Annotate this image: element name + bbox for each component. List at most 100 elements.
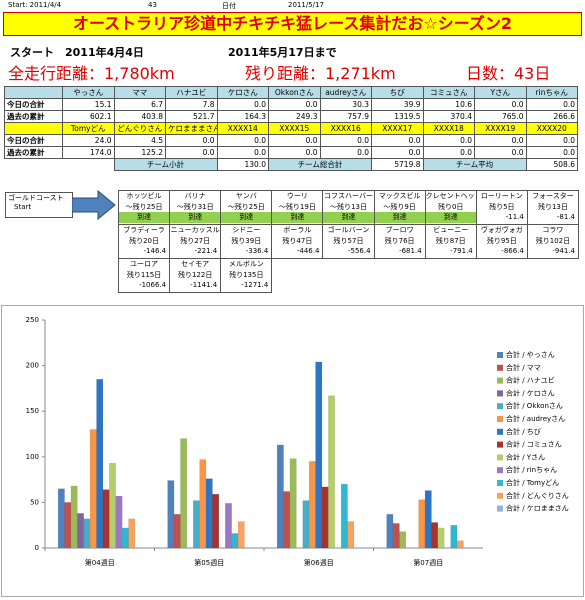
data-row: 過去の累計 602.1 403.8 521.7 164.3 249.3 757.9 1319.…: [4, 110, 578, 123]
column-header: XXXX19: [474, 122, 527, 135]
cell: 0.0: [319, 134, 372, 147]
stop-remain: 〜残り13日: [330, 202, 367, 211]
legend-swatch: [497, 454, 503, 461]
route-cell: ビューニー 残り87日 -791.4: [424, 224, 477, 259]
total-distance: 全走行距離：1,780km: [8, 64, 175, 83]
team-label: チーム総合計: [268, 158, 372, 171]
cell: 125.2: [113, 146, 166, 159]
column-header: コミュさん: [422, 86, 475, 99]
stop-status: -1066.4: [139, 281, 167, 289]
data-row: 今日の合計 24.0 4.5 0.0 0.0 0.0 0.0 0.0 0.0 0.0 0.0: [4, 134, 578, 147]
legend-swatch: [497, 467, 503, 474]
y-tick-label: 0: [35, 544, 39, 552]
stop-remain: 残り39日: [231, 236, 262, 245]
row-label: 今日の合計: [4, 98, 63, 111]
route-cell: ブーロワ 残り76日 -681.4: [373, 224, 426, 259]
bar: [199, 459, 207, 549]
legend-label: 合計 / Tomyどん: [506, 478, 559, 487]
end-date: 2011/5/17: [288, 1, 324, 9]
stop-name: コラワ: [542, 226, 564, 234]
stop-remain: 残り57日: [333, 236, 364, 245]
bar: [167, 480, 175, 549]
column-header: XXXX17: [371, 122, 424, 135]
route-cell: マックスビル 〜残り9日 到達: [373, 190, 426, 225]
legend-swatch: [497, 377, 503, 384]
route-cell: フォースター 残り13日 -81.4: [526, 190, 579, 225]
stop-name: ローリートン: [480, 192, 523, 200]
bar: [424, 490, 432, 549]
cell: 0.0: [268, 98, 321, 111]
empty-cell: [63, 159, 115, 171]
cell: 0.0: [422, 134, 475, 147]
team-value: 5719.8: [371, 158, 424, 171]
cell: 266.6: [525, 110, 578, 123]
cell: 0.0: [216, 134, 269, 147]
y-tick-label: 100: [26, 453, 39, 461]
bar: [276, 444, 284, 549]
legend-label: 合計 / ハナユビ: [506, 376, 555, 385]
stop-remain: 残り115日: [126, 270, 162, 279]
route-cell: バリナ 〜残り31日 到達: [169, 190, 222, 225]
route-cell: ボーラル 残り47日 -446.4: [271, 224, 324, 259]
stop-remain: 残り122日: [177, 270, 213, 279]
stop-name: ボーラル: [283, 226, 312, 234]
end-line: 2011年5月17日まで: [228, 46, 337, 59]
legend-label: 合計 / やっさん: [506, 350, 555, 359]
stop-name: ヤンバ: [235, 192, 257, 200]
cell: 30.3: [319, 98, 372, 111]
stop-status: -336.4: [245, 247, 269, 255]
cell: 0.0: [474, 134, 527, 147]
stop-status: -146.4: [143, 247, 167, 255]
cell: 0.0: [474, 98, 527, 111]
header-row: Tomyどん どんぐりさん ケロまままさん XXXX14 XXXX15 XXXX16 XXX…: [4, 122, 578, 135]
bar: [302, 500, 310, 549]
stop-status: -556.4: [347, 247, 371, 255]
route-cell: ブラディーラ 残り20日 -146.4: [118, 224, 171, 259]
stop-name: ブラディーラ: [123, 226, 165, 234]
stop-name: ビューニー: [433, 226, 469, 234]
remaining-distance: 残り距離：1,271km: [245, 64, 396, 83]
stop-name: ゴールバーン: [327, 226, 370, 234]
bar: [64, 502, 72, 549]
stop-remain: 残り0日: [437, 202, 464, 211]
stop-status: -11.4: [505, 213, 524, 221]
column-header: ママ: [113, 86, 166, 99]
legend-label: 合計 / Yさん: [506, 452, 545, 461]
cell: 0.0: [371, 146, 424, 159]
stop-status: -81.4: [556, 213, 575, 221]
cell: 10.6: [422, 98, 475, 111]
x-tick-label: 第07週目: [413, 558, 443, 567]
stop-status: -1141.4: [190, 281, 218, 289]
cell: 39.9: [371, 98, 424, 111]
route-cell: ニューカッスル 残り27日 -221.4: [169, 224, 222, 259]
cell: 0.0: [525, 134, 578, 147]
stop-status: 到達: [221, 212, 272, 223]
route-grid: ホッツビル 〜残り25日 到達 バリナ 〜残り31日 到達 ヤンバ 〜残り25日 到達 ウーリ 〜残…: [118, 190, 579, 293]
bar: [77, 513, 84, 549]
stop-name: ホッツビル: [126, 192, 162, 200]
bar: [431, 522, 439, 549]
stop-name: シドニー: [232, 226, 261, 234]
start-box: ゴールドコースト Start: [5, 192, 73, 218]
stop-name: ユーロア: [130, 260, 159, 268]
stop-name: メルボルン: [228, 260, 264, 268]
legend-swatch: [497, 505, 503, 512]
route-cell: コラワ 残り102日 -941.4: [526, 224, 579, 259]
team-label: チーム平均: [422, 158, 527, 171]
stop-name: コフスハーバー: [324, 192, 373, 200]
column-header: どんぐりさん: [113, 122, 166, 135]
legend-swatch: [497, 416, 503, 422]
y-tick-label: 250: [26, 316, 39, 324]
cell: 164.3: [216, 110, 269, 123]
column-header: XXXX18: [422, 122, 475, 135]
day-count: 日数：43日: [466, 64, 551, 83]
legend-swatch: [497, 441, 503, 448]
cell: 602.1: [62, 110, 115, 123]
date-label: 日付: [222, 2, 236, 10]
cell: 0.0: [474, 146, 527, 159]
stop-name: ヴォガヴォガ: [480, 226, 523, 234]
cell: 6.7: [113, 98, 166, 111]
legend-swatch: [497, 492, 503, 499]
stop-remain: 残り47日: [282, 236, 313, 245]
legend-swatch: [497, 428, 503, 435]
